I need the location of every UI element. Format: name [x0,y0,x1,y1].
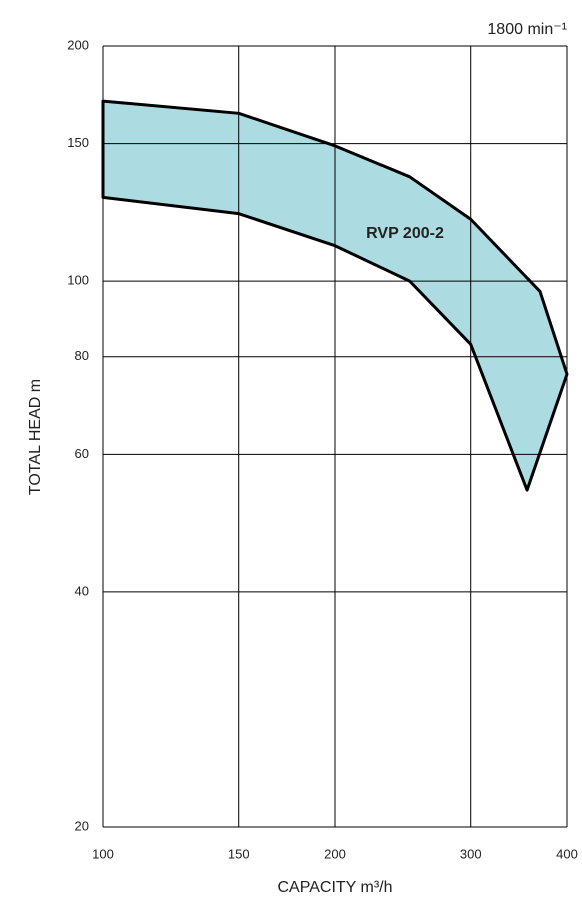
x-tick-label: 200 [324,846,346,861]
chart-title: 1800 min⁻¹ [487,21,567,38]
y-tick-label: 40 [75,583,89,598]
y-tick-label: 100 [67,273,89,288]
series-annotation: RVP 200-2 [366,225,444,242]
y-tick-label: 150 [67,135,89,150]
y-tick-label: 200 [67,37,89,52]
y-axis-label: TOTAL HEAD m [27,379,44,495]
y-tick-label: 80 [75,348,89,363]
x-tick-label: 300 [460,846,482,861]
x-tick-label: 150 [228,846,250,861]
operating-range [101,99,569,492]
x-tick-label: 100 [92,846,114,861]
x-axis-label: CAPACITY m³/h [278,879,393,896]
x-tick-label: 400 [556,846,578,861]
y-tick-label: 60 [75,446,89,461]
y-tick-label: 20 [75,818,89,833]
